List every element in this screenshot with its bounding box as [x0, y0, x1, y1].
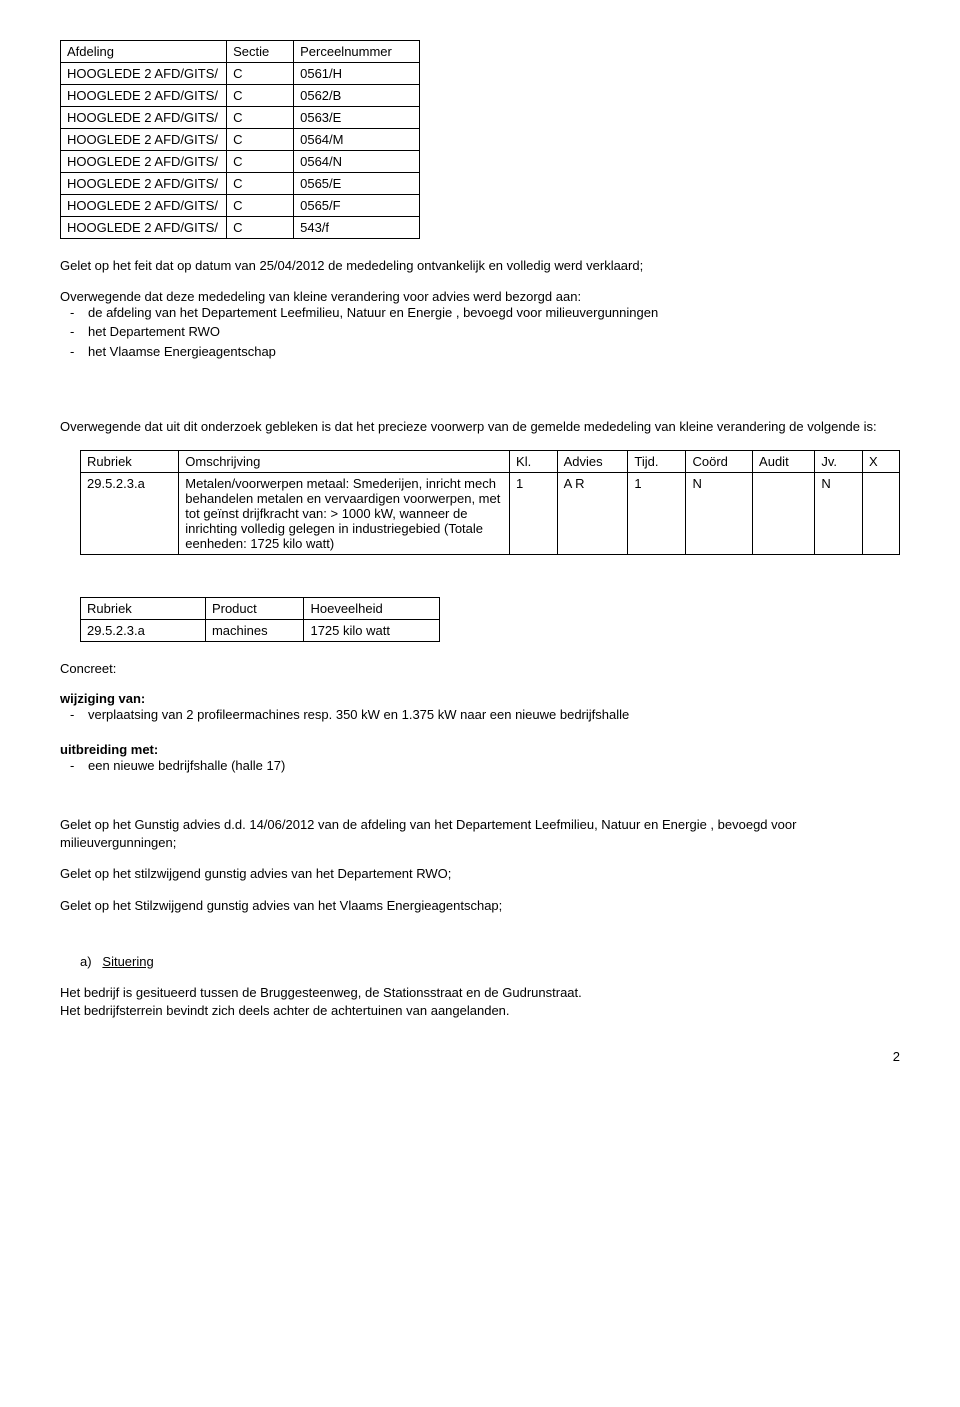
advies-intro: Overwegende dat deze mededeling van klei…: [60, 289, 581, 304]
situering-label: Situering: [102, 954, 153, 969]
list-item: het Departement RWO: [88, 323, 900, 341]
table-cell: HOOGLEDE 2 AFD/GITS/: [61, 151, 227, 173]
table-row: 29.5.2.3.amachines1725 kilo watt: [81, 619, 440, 641]
para-gunstig-advies: Gelet op het Gunstig advies d.d. 14/06/2…: [60, 816, 900, 851]
concreet-label: Concreet:: [60, 660, 900, 678]
table-cell: HOOGLEDE 2 AFD/GITS/: [61, 129, 227, 151]
wijziging-label: wijziging van:: [60, 691, 145, 706]
para-onderzoek: Overwegende dat uit dit onderzoek geblek…: [60, 418, 900, 436]
uitbreiding-label: uitbreiding met:: [60, 742, 158, 757]
uitbreiding-list: een nieuwe bedrijfshalle (halle 17): [60, 757, 900, 775]
table-header: Perceelnummer: [294, 41, 420, 63]
table-cell: [753, 472, 815, 554]
advies-block: Overwegende dat deze mededeling van klei…: [60, 289, 900, 361]
rubriek-table: RubriekOmschrijvingKl.AdviesTijd.CoördAu…: [80, 450, 900, 555]
table-row: 29.5.2.3.aMetalen/voorwerpen metaal: Sme…: [81, 472, 900, 554]
list-item: een nieuwe bedrijfshalle (halle 17): [88, 757, 900, 775]
wijziging-block: wijziging van: verplaatsing van 2 profil…: [60, 691, 900, 724]
page-number: 2: [60, 1049, 900, 1064]
table-cell: 0565/E: [294, 173, 420, 195]
situering-heading: a) Situering: [80, 953, 900, 971]
para-energieagentschap: Gelet op het Stilzwijgend gunstig advies…: [60, 897, 900, 915]
table-cell: Metalen/voorwerpen metaal: Smederijen, i…: [179, 472, 510, 554]
table-cell: 0563/E: [294, 107, 420, 129]
table-header: Afdeling: [61, 41, 227, 63]
table-cell: 1: [628, 472, 686, 554]
table-header: Omschrijving: [179, 450, 510, 472]
table-cell: 0561/H: [294, 63, 420, 85]
table-cell: C: [227, 195, 294, 217]
para-situering: Het bedrijf is gesitueerd tussen de Brug…: [60, 984, 900, 1019]
parcel-table: AfdelingSectiePerceelnummer HOOGLEDE 2 A…: [60, 40, 420, 239]
table-cell: 0564/M: [294, 129, 420, 151]
table-cell: HOOGLEDE 2 AFD/GITS/: [61, 217, 227, 239]
table-cell: HOOGLEDE 2 AFD/GITS/: [61, 63, 227, 85]
table-cell: machines: [205, 619, 304, 641]
table-cell: C: [227, 129, 294, 151]
table-row: HOOGLEDE 2 AFD/GITS/C0563/E: [61, 107, 420, 129]
table-row: HOOGLEDE 2 AFD/GITS/C0565/F: [61, 195, 420, 217]
table-header: Product: [205, 597, 304, 619]
table-header: Kl.: [510, 450, 558, 472]
situering-line2: Het bedrijfsterrein bevindt zich deels a…: [60, 1003, 510, 1018]
situering-line1: Het bedrijf is gesitueerd tussen de Brug…: [60, 985, 582, 1000]
table-cell: C: [227, 107, 294, 129]
table-cell: HOOGLEDE 2 AFD/GITS/: [61, 107, 227, 129]
table-row: HOOGLEDE 2 AFD/GITS/C543/f: [61, 217, 420, 239]
table-cell: 0565/F: [294, 195, 420, 217]
table-cell: C: [227, 173, 294, 195]
uitbreiding-block: uitbreiding met: een nieuwe bedrijfshall…: [60, 742, 900, 775]
table-cell: 1: [510, 472, 558, 554]
table-header: X: [862, 450, 899, 472]
table-cell: 0562/B: [294, 85, 420, 107]
advies-list: de afdeling van het Departement Leefmili…: [60, 304, 900, 361]
table-cell: C: [227, 217, 294, 239]
table-cell: N: [686, 472, 753, 554]
table-header: Audit: [753, 450, 815, 472]
table-cell: N: [815, 472, 863, 554]
table-cell: 1725 kilo watt: [304, 619, 440, 641]
list-item: verplaatsing van 2 profileermachines res…: [88, 706, 900, 724]
table-header: Advies: [557, 450, 628, 472]
table-header: Sectie: [227, 41, 294, 63]
list-item: het Vlaamse Energieagentschap: [88, 343, 900, 361]
table-row: HOOGLEDE 2 AFD/GITS/C0562/B: [61, 85, 420, 107]
table-header: Hoeveelheid: [304, 597, 440, 619]
table-cell: [862, 472, 899, 554]
table-cell: 29.5.2.3.a: [81, 472, 179, 554]
product-table: RubriekProductHoeveelheid 29.5.2.3.amach…: [80, 597, 440, 642]
table-header: Jv.: [815, 450, 863, 472]
table-header: Rubriek: [81, 450, 179, 472]
situering-marker: a): [80, 954, 92, 969]
table-row: HOOGLEDE 2 AFD/GITS/C0564/M: [61, 129, 420, 151]
table-header: Tijd.: [628, 450, 686, 472]
table-cell: 543/f: [294, 217, 420, 239]
table-row: HOOGLEDE 2 AFD/GITS/C0564/N: [61, 151, 420, 173]
table-header: Rubriek: [81, 597, 206, 619]
table-header: Coörd: [686, 450, 753, 472]
wijziging-list: verplaatsing van 2 profileermachines res…: [60, 706, 900, 724]
para-ontvankelijk: Gelet op het feit dat op datum van 25/04…: [60, 257, 900, 275]
table-cell: HOOGLEDE 2 AFD/GITS/: [61, 85, 227, 107]
table-cell: 0564/N: [294, 151, 420, 173]
table-row: HOOGLEDE 2 AFD/GITS/C0561/H: [61, 63, 420, 85]
table-cell: 29.5.2.3.a: [81, 619, 206, 641]
table-cell: C: [227, 63, 294, 85]
para-rwo: Gelet op het stilzwijgend gunstig advies…: [60, 865, 900, 883]
table-cell: A R: [557, 472, 628, 554]
table-cell: C: [227, 151, 294, 173]
table-row: HOOGLEDE 2 AFD/GITS/C0565/E: [61, 173, 420, 195]
table-cell: HOOGLEDE 2 AFD/GITS/: [61, 173, 227, 195]
table-cell: C: [227, 85, 294, 107]
table-cell: HOOGLEDE 2 AFD/GITS/: [61, 195, 227, 217]
list-item: de afdeling van het Departement Leefmili…: [88, 304, 900, 322]
